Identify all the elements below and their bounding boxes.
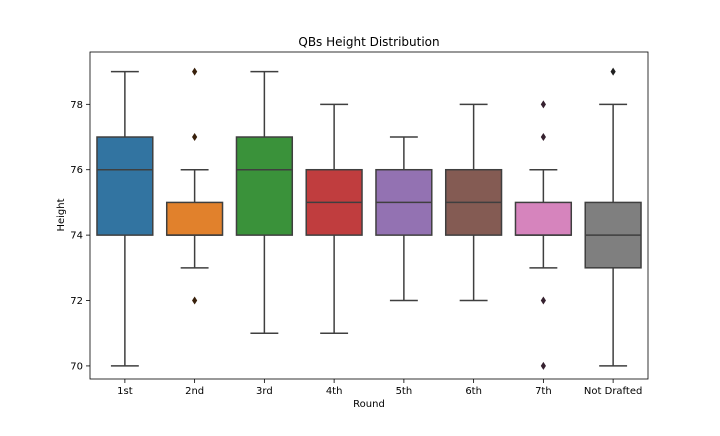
y-tick-label: 78 (70, 100, 83, 111)
outlier-point (540, 296, 546, 305)
y-tick-label: 74 (70, 231, 83, 242)
x-axis-label: Round (353, 399, 385, 410)
x-tick-label: 6th (465, 386, 482, 397)
outlier-point (192, 296, 198, 305)
x-tick-label: Not Drafted (584, 386, 642, 397)
x-tick-label: 5th (396, 386, 413, 397)
x-tick-label: 1st (117, 386, 133, 397)
x-tick-label: 7th (535, 386, 552, 397)
y-tick-label: 76 (70, 165, 83, 176)
y-tick-label: 70 (70, 361, 83, 372)
plot-frame (89, 51, 649, 380)
box-3rd (235, 136, 294, 236)
outlier-point (540, 361, 546, 370)
outlier-point (540, 133, 546, 142)
outlier-point (192, 133, 198, 142)
y-axis-label: Height (56, 198, 67, 231)
x-tick-label: 2nd (185, 386, 204, 397)
box-1st (96, 136, 154, 236)
outlier-point (540, 100, 546, 109)
outlier-point (192, 67, 198, 76)
box-2nd (165, 201, 224, 236)
x-tick-label: 4th (326, 386, 343, 397)
plot-area: 1st 2nd 3rd 4th 5th 6th 7th Not Drafted 70 72 74 76… (70, 51, 649, 397)
box-7th (514, 201, 573, 236)
chart-title: QBs Height Distribution (298, 35, 439, 49)
y-tick-label: 72 (70, 296, 83, 307)
outlier-point (610, 67, 616, 76)
x-tick-label: 3rd (256, 386, 273, 397)
